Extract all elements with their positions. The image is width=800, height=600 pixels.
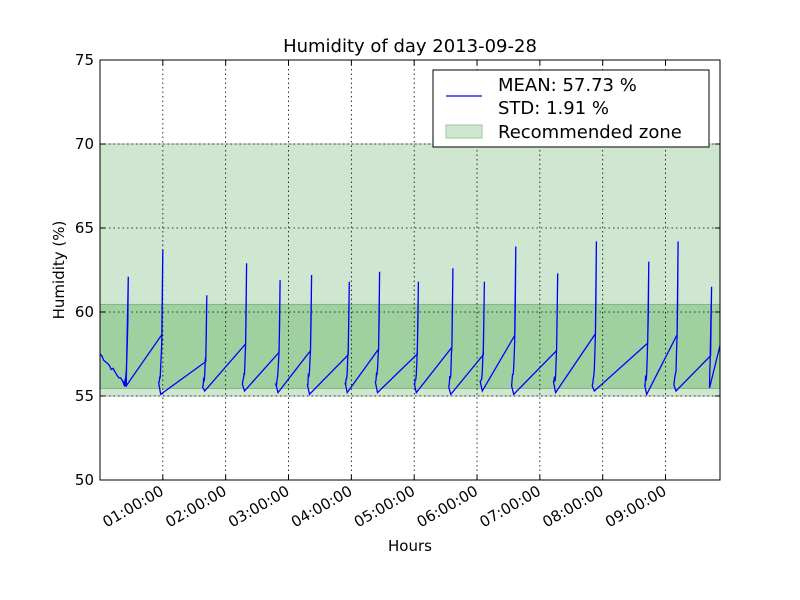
legend-zone-label: Recommended zone bbox=[498, 122, 682, 143]
legend-std-label: STD: 1.91 % bbox=[498, 98, 609, 119]
plot-area: 50556065707501:00:0002:00:0003:00:0004:0… bbox=[75, 51, 721, 531]
y-tick-label: 60 bbox=[75, 303, 94, 321]
bands-layer bbox=[99, 143, 721, 397]
chart-title: Humidity of day 2013-09-28 bbox=[283, 36, 537, 57]
legend-zone-swatch bbox=[445, 124, 483, 139]
y-axis-label: Humidity (%) bbox=[50, 221, 68, 320]
y-tick-label: 50 bbox=[75, 471, 94, 489]
legend-mean-label: MEAN: 57.73 % bbox=[498, 75, 637, 96]
y-tick-label: 55 bbox=[75, 387, 94, 405]
series-layer bbox=[99, 241, 721, 397]
y-tick-label: 65 bbox=[75, 219, 94, 237]
y-tick-label: 70 bbox=[75, 135, 94, 153]
x-axis-label: Hours bbox=[388, 537, 432, 555]
y-tick-label: 75 bbox=[75, 51, 94, 69]
axes-frame bbox=[99, 59, 721, 481]
std-band bbox=[99, 303, 721, 389]
humidity-series-line bbox=[99, 241, 721, 397]
legend: MEAN: 57.73 % STD: 1.91 % Recommended zo… bbox=[432, 69, 710, 148]
